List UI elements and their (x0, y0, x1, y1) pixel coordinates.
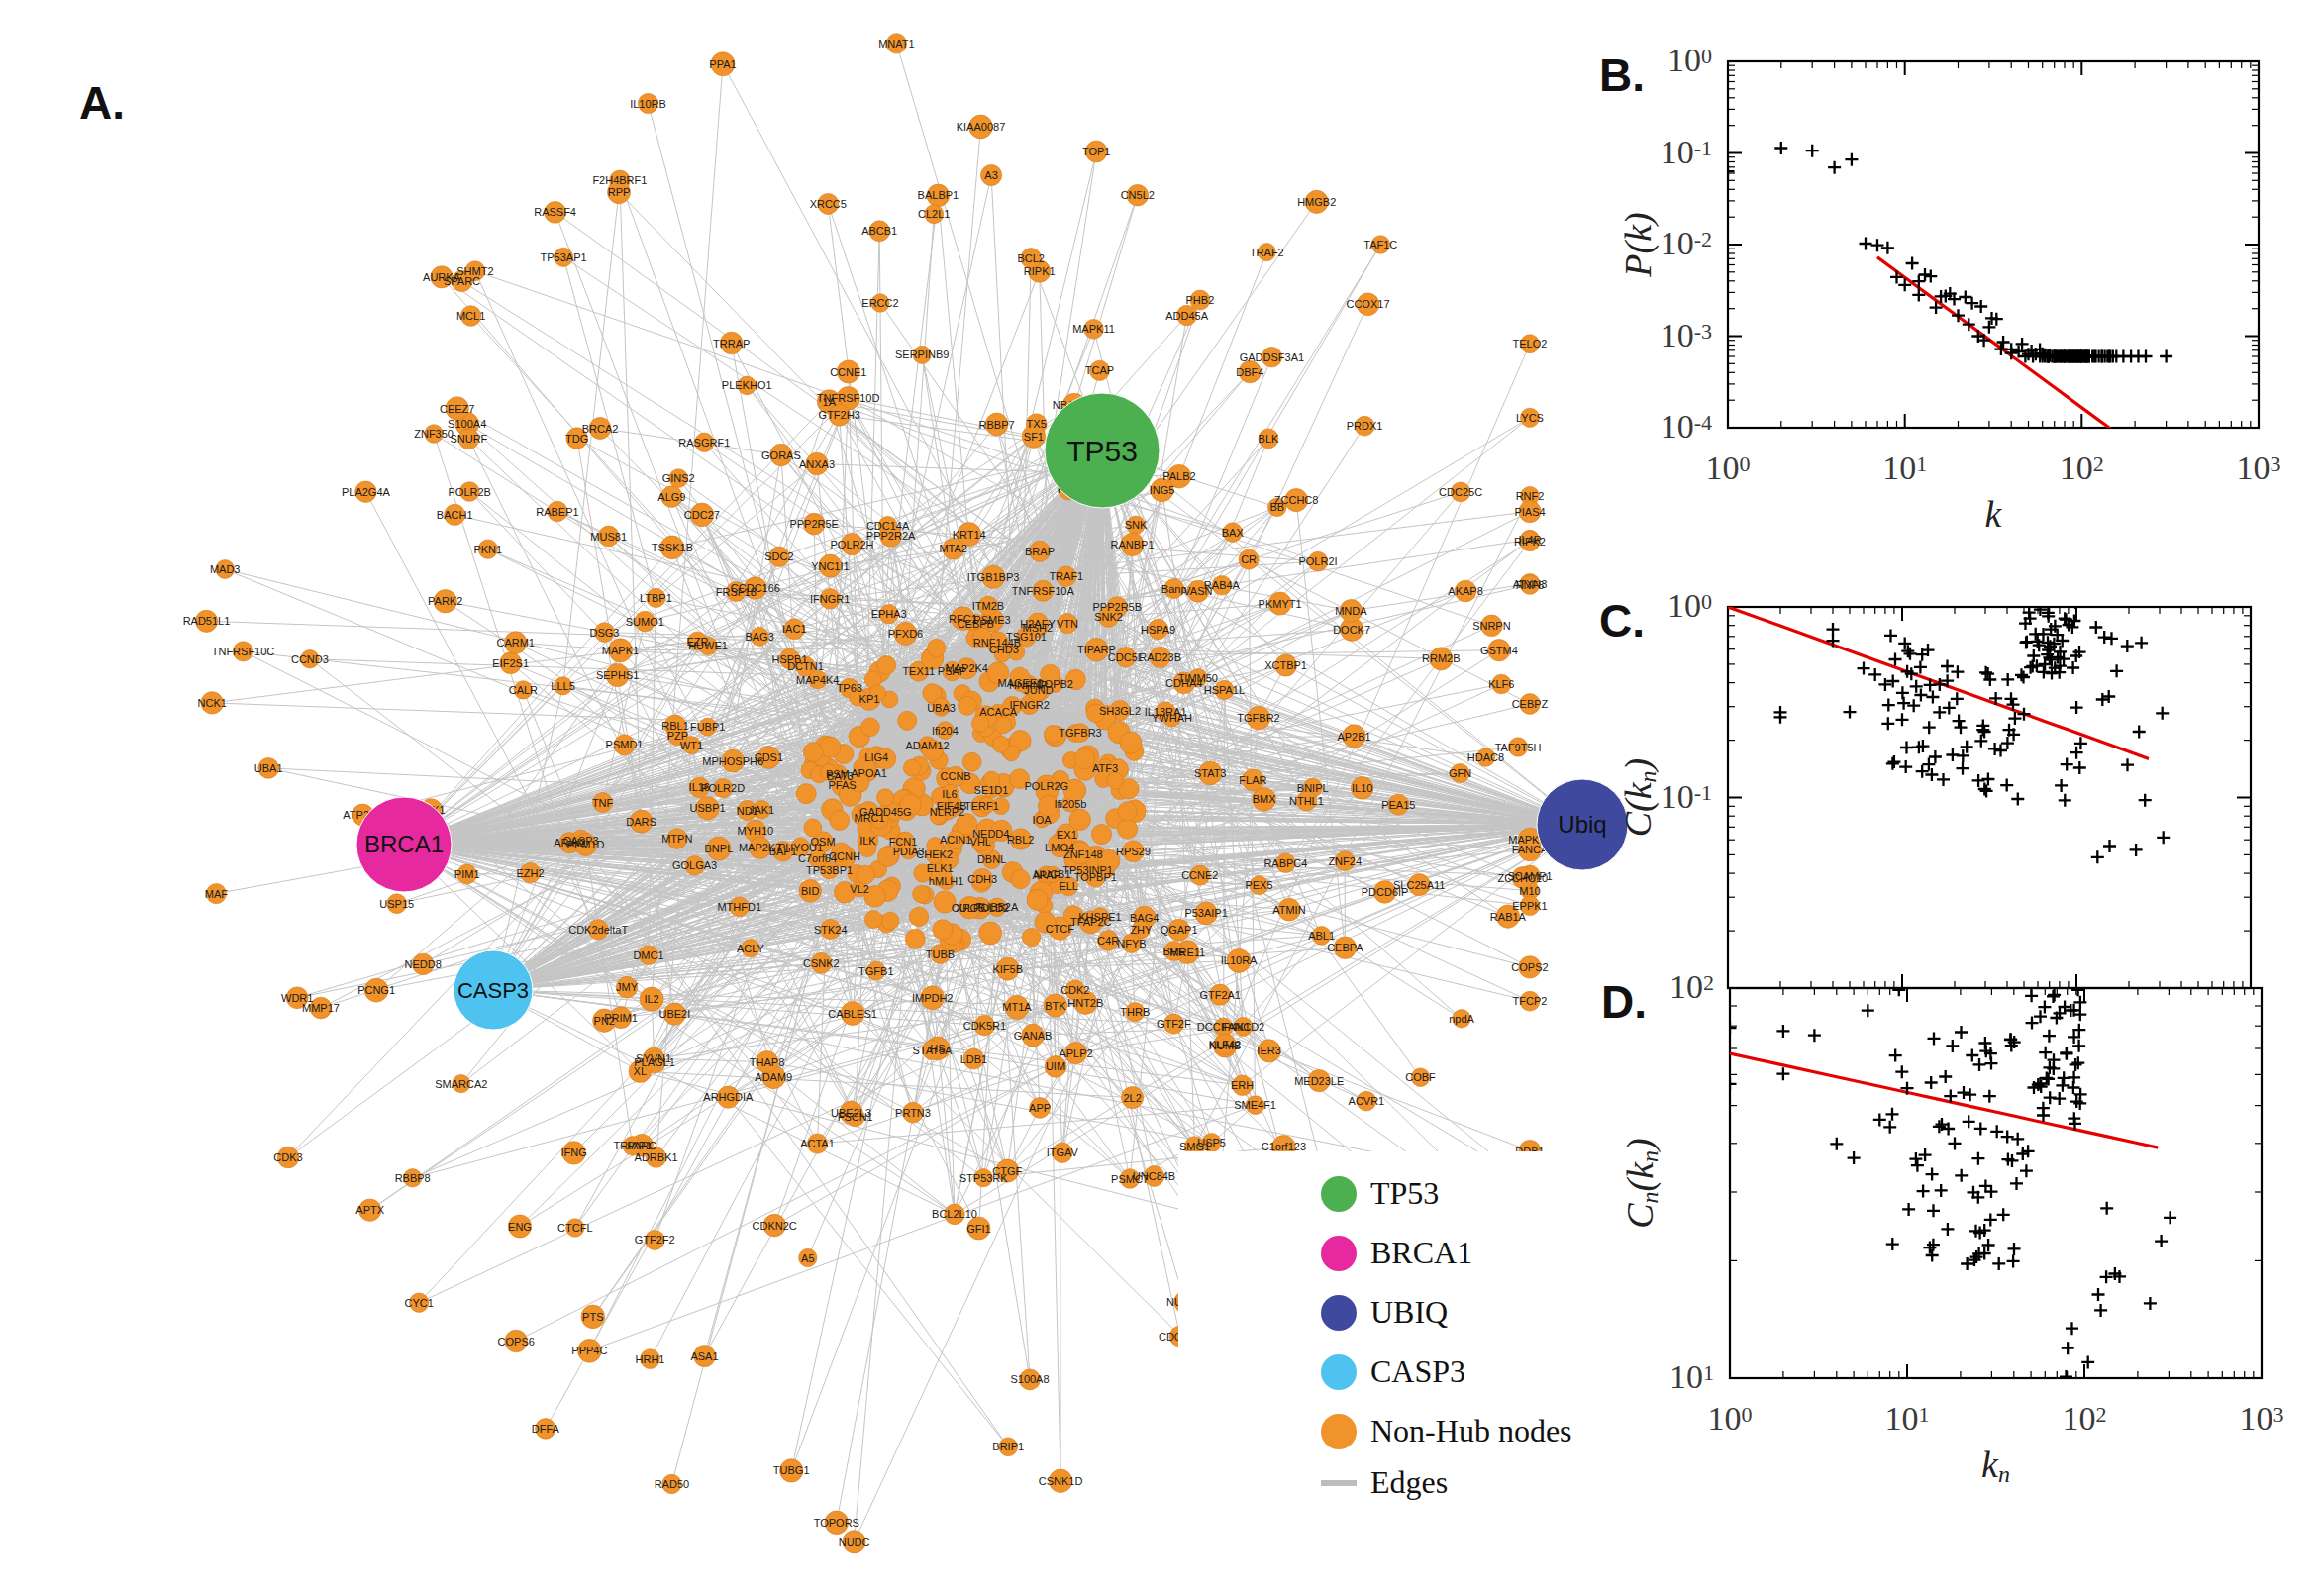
svg-text:C.: C. (1599, 595, 1645, 647)
svg-text:103: 103 (2237, 449, 2281, 486)
svg-text:10-1: 10-1 (1661, 134, 1712, 170)
svg-text:C(kn): C(kn) (1617, 758, 1661, 838)
svg-text:10-4: 10-4 (1661, 408, 1712, 445)
svg-text:102: 102 (2060, 449, 2104, 486)
svg-text:UBIQ: UBIQ (1370, 1294, 1448, 1330)
svg-text:CASP3: CASP3 (1370, 1353, 1465, 1389)
svg-text:P(k): P(k) (1617, 212, 1660, 277)
svg-text:kn: kn (1981, 1444, 2010, 1487)
svg-text:k: k (1985, 493, 2003, 535)
svg-text:102: 102 (1669, 968, 1714, 1005)
svg-text:100: 100 (1708, 1400, 1753, 1437)
svg-text:10-2: 10-2 (1661, 225, 1712, 261)
svg-text:103: 103 (2240, 1400, 2284, 1437)
svg-text:100: 100 (1667, 587, 1712, 624)
svg-text:101: 101 (1885, 1400, 1930, 1437)
svg-text:100: 100 (1706, 449, 1751, 486)
svg-text:101: 101 (1882, 449, 1927, 486)
svg-text:10-3: 10-3 (1661, 317, 1712, 353)
svg-text:10-1: 10-1 (1661, 778, 1712, 815)
svg-text:Non-Hub nodes: Non-Hub nodes (1370, 1413, 1572, 1448)
svg-text:B.: B. (1599, 50, 1645, 101)
svg-text:102: 102 (2063, 1400, 2107, 1437)
svg-text:BRCA1: BRCA1 (1370, 1235, 1472, 1270)
svg-text:100: 100 (1667, 42, 1712, 78)
svg-text:TP53: TP53 (1370, 1175, 1439, 1211)
svg-text:Edges: Edges (1370, 1464, 1448, 1500)
svg-text:D.: D. (1601, 976, 1647, 1028)
